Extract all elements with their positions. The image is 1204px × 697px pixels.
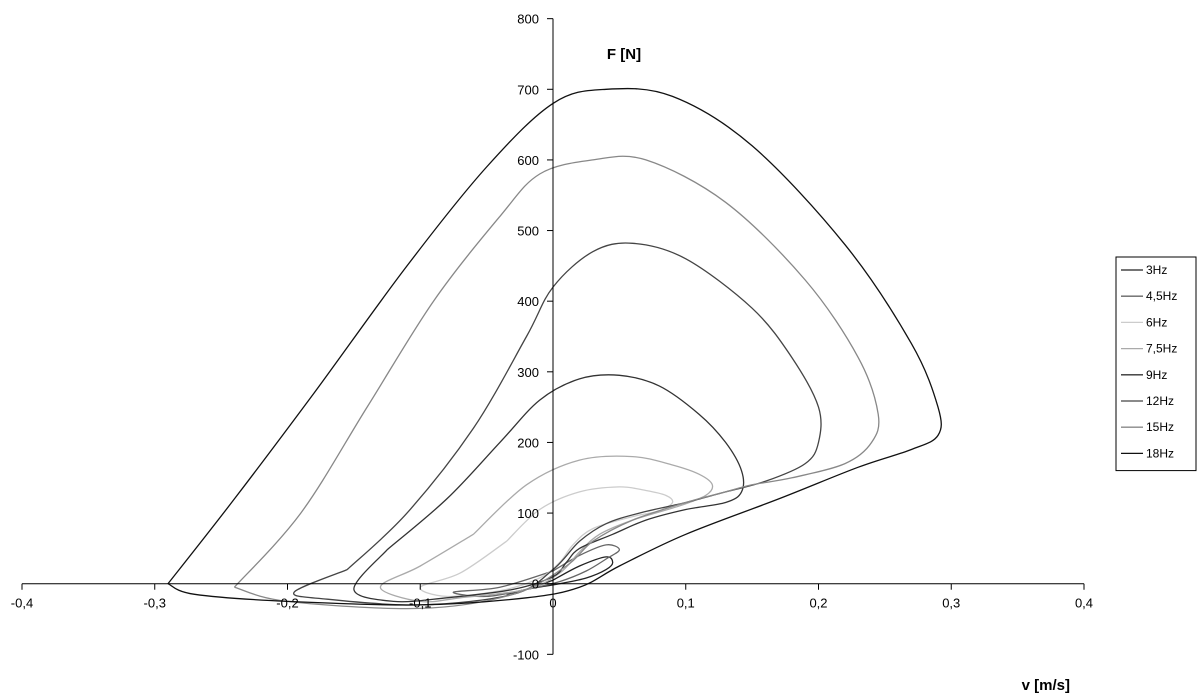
series-line-4-5hz [452,544,621,598]
legend-label: 15Hz [1146,420,1174,434]
x-tick-label: 0 [549,596,556,611]
x-tick-label: -0,1 [409,596,431,611]
series-line-3hz [506,556,614,595]
series-line-6hz [419,486,674,598]
legend-label: 4,5Hz [1146,289,1177,303]
series-line-9hz [353,374,745,603]
legend-label: 6Hz [1146,315,1167,329]
x-tick-label: -0,4 [11,596,33,611]
y-tick-label: 100 [517,506,539,521]
y-tick-label: 400 [517,294,539,309]
x-tick-label: 0,1 [677,596,695,611]
y-tick-label: 600 [517,153,539,168]
y-tick-label: 300 [517,365,539,380]
x-tick-label: 0,3 [942,596,960,611]
series-line-12hz [293,242,822,606]
legend-label: 18Hz [1146,446,1174,460]
x-tick-label: 0,2 [809,596,827,611]
legend-label: 3Hz [1146,263,1167,277]
series-line-15hz [233,155,880,610]
y-tick-label: 700 [517,82,539,97]
legend-label: 12Hz [1146,394,1174,408]
y-tick-label: -100 [513,647,539,662]
legend-label: 7,5Hz [1146,342,1177,356]
chart-legend: 3Hz 4,5Hz 6Hz 7,5Hz 9Hz 12Hz 15Hz 18Hz [1115,256,1197,472]
y-tick-label: 800 [517,12,539,27]
y-axis-title: F [N] [607,46,641,63]
legend-label: 9Hz [1146,368,1167,382]
legend-box [1115,256,1197,472]
x-tick-label: -0,2 [276,596,298,611]
y-tick-label: 500 [517,224,539,239]
y-tick-label: 0 [532,577,539,592]
x-tick-label: 0,4 [1075,596,1093,611]
chart-axes: -0,4 -0,3 -0,2 -0,1 0 0,1 0,2 0,3 0,4 -100 0 100 200… [11,12,1093,663]
y-tick-label: 200 [517,435,539,450]
series-line-18hz [167,87,942,606]
series-curves [167,87,942,610]
x-tick-label: -0,3 [144,596,166,611]
x-axis-title: v [m/s] [1022,677,1070,694]
